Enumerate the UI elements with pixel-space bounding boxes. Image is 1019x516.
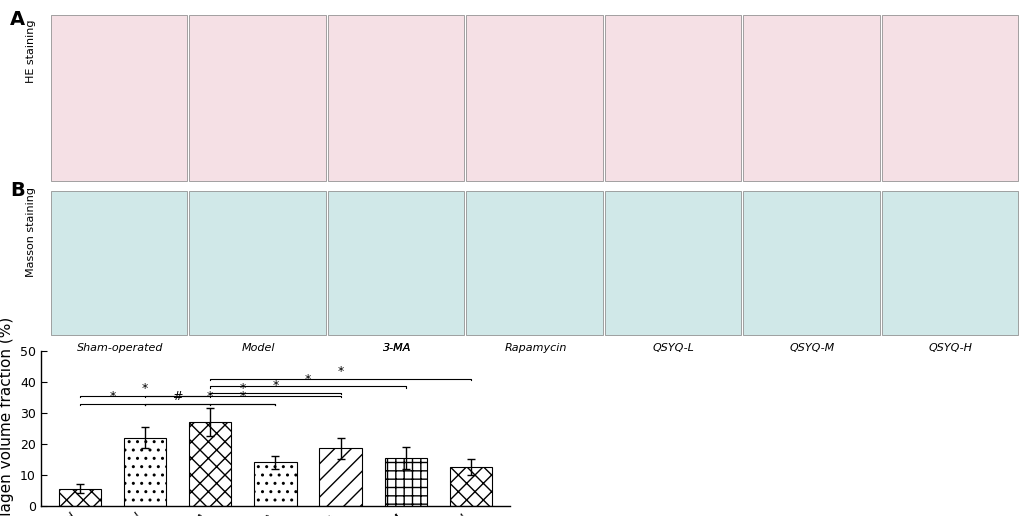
Text: 3-MA: 3-MA (382, 343, 411, 353)
Text: *: * (207, 390, 213, 402)
FancyBboxPatch shape (466, 15, 602, 181)
FancyBboxPatch shape (743, 15, 878, 181)
Text: 3-MA: 3-MA (382, 343, 411, 353)
Text: *: * (109, 390, 115, 402)
Bar (449, 467, 491, 506)
Text: *: * (337, 365, 343, 378)
Bar (59, 489, 101, 506)
Text: QSYQ-M: QSYQ-M (789, 343, 835, 353)
Text: A: A (10, 10, 25, 29)
Text: *: * (142, 382, 148, 395)
FancyBboxPatch shape (880, 15, 1017, 181)
Text: *: * (239, 390, 246, 402)
FancyBboxPatch shape (51, 15, 187, 181)
Text: Masson staining: Masson staining (25, 187, 36, 277)
FancyBboxPatch shape (327, 191, 464, 335)
Bar (123, 438, 166, 506)
Text: B: B (10, 181, 24, 200)
FancyBboxPatch shape (880, 191, 1017, 335)
FancyBboxPatch shape (743, 191, 878, 335)
Text: *: * (305, 373, 311, 385)
Text: Rapamycin: Rapamycin (503, 343, 567, 353)
FancyBboxPatch shape (604, 15, 741, 181)
Bar (189, 422, 231, 506)
FancyBboxPatch shape (190, 15, 325, 181)
Text: *: * (239, 382, 246, 395)
Bar (254, 462, 297, 506)
FancyBboxPatch shape (190, 191, 325, 335)
Text: QSYQ-L: QSYQ-L (652, 343, 694, 353)
FancyBboxPatch shape (466, 191, 602, 335)
FancyBboxPatch shape (51, 191, 187, 335)
FancyBboxPatch shape (604, 191, 741, 335)
Bar (319, 448, 362, 506)
FancyBboxPatch shape (327, 15, 464, 181)
Bar (384, 458, 427, 506)
Text: Sham-operated: Sham-operated (76, 343, 163, 353)
Text: HE staining: HE staining (25, 20, 36, 84)
Text: #: # (172, 390, 182, 402)
Y-axis label: Collagen volume fraction (%): Collagen volume fraction (%) (0, 317, 14, 516)
Text: Model: Model (242, 343, 275, 353)
Text: QSYQ-H: QSYQ-H (928, 343, 972, 353)
Text: *: * (272, 379, 278, 392)
